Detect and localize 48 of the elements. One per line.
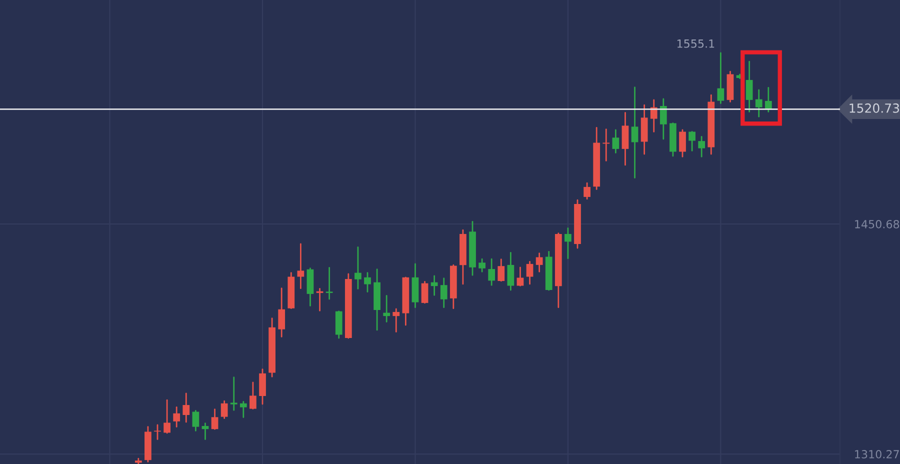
candlestick — [354, 246, 362, 290]
candlestick — [173, 406, 180, 428]
candlestick — [192, 410, 200, 432]
candlestick — [755, 89, 762, 118]
candlestick — [392, 308, 400, 332]
candlestick — [230, 376, 238, 411]
candlestick — [746, 60, 753, 112]
candlestick — [717, 52, 724, 104]
candlestick — [164, 399, 170, 434]
candlestick — [660, 98, 667, 140]
candlestick — [202, 422, 209, 440]
candlestick — [278, 288, 286, 338]
candlestick — [478, 258, 486, 272]
candlestick — [364, 272, 371, 292]
candlestick — [297, 243, 304, 290]
candlestick — [421, 280, 428, 304]
candlestick — [220, 400, 228, 419]
ref-line-label: 1520.73 — [850, 103, 900, 113]
candlestick — [622, 112, 629, 166]
candlestick — [250, 382, 256, 410]
candlestick — [631, 86, 638, 178]
candlestick — [536, 252, 543, 272]
candlestick — [440, 278, 448, 308]
candlestick — [602, 128, 610, 162]
candlestick — [584, 182, 590, 200]
candlestick — [182, 392, 190, 423]
candlestick — [383, 295, 390, 322]
candlestick — [488, 258, 496, 286]
candlestick — [154, 424, 161, 440]
candlestick — [698, 136, 706, 158]
candlestick — [335, 310, 342, 339]
candlestick — [240, 401, 247, 418]
candlestick — [679, 129, 686, 158]
candlestick — [259, 368, 266, 405]
candlestick — [688, 131, 696, 152]
candlestick — [526, 260, 534, 285]
candlestick — [326, 267, 333, 300]
candlestick — [764, 86, 772, 112]
candlestick — [564, 228, 572, 260]
candlestick — [430, 275, 438, 296]
candlestick — [507, 252, 514, 291]
annotation: 1555.1 — [677, 40, 714, 48]
y-tick-label: 1310.27 — [855, 450, 899, 458]
candlestick — [498, 258, 505, 282]
y-tick-label: 1450.68 — [855, 220, 900, 228]
candlestick — [612, 129, 620, 154]
candlestick — [516, 266, 524, 286]
candlestick — [211, 408, 218, 430]
